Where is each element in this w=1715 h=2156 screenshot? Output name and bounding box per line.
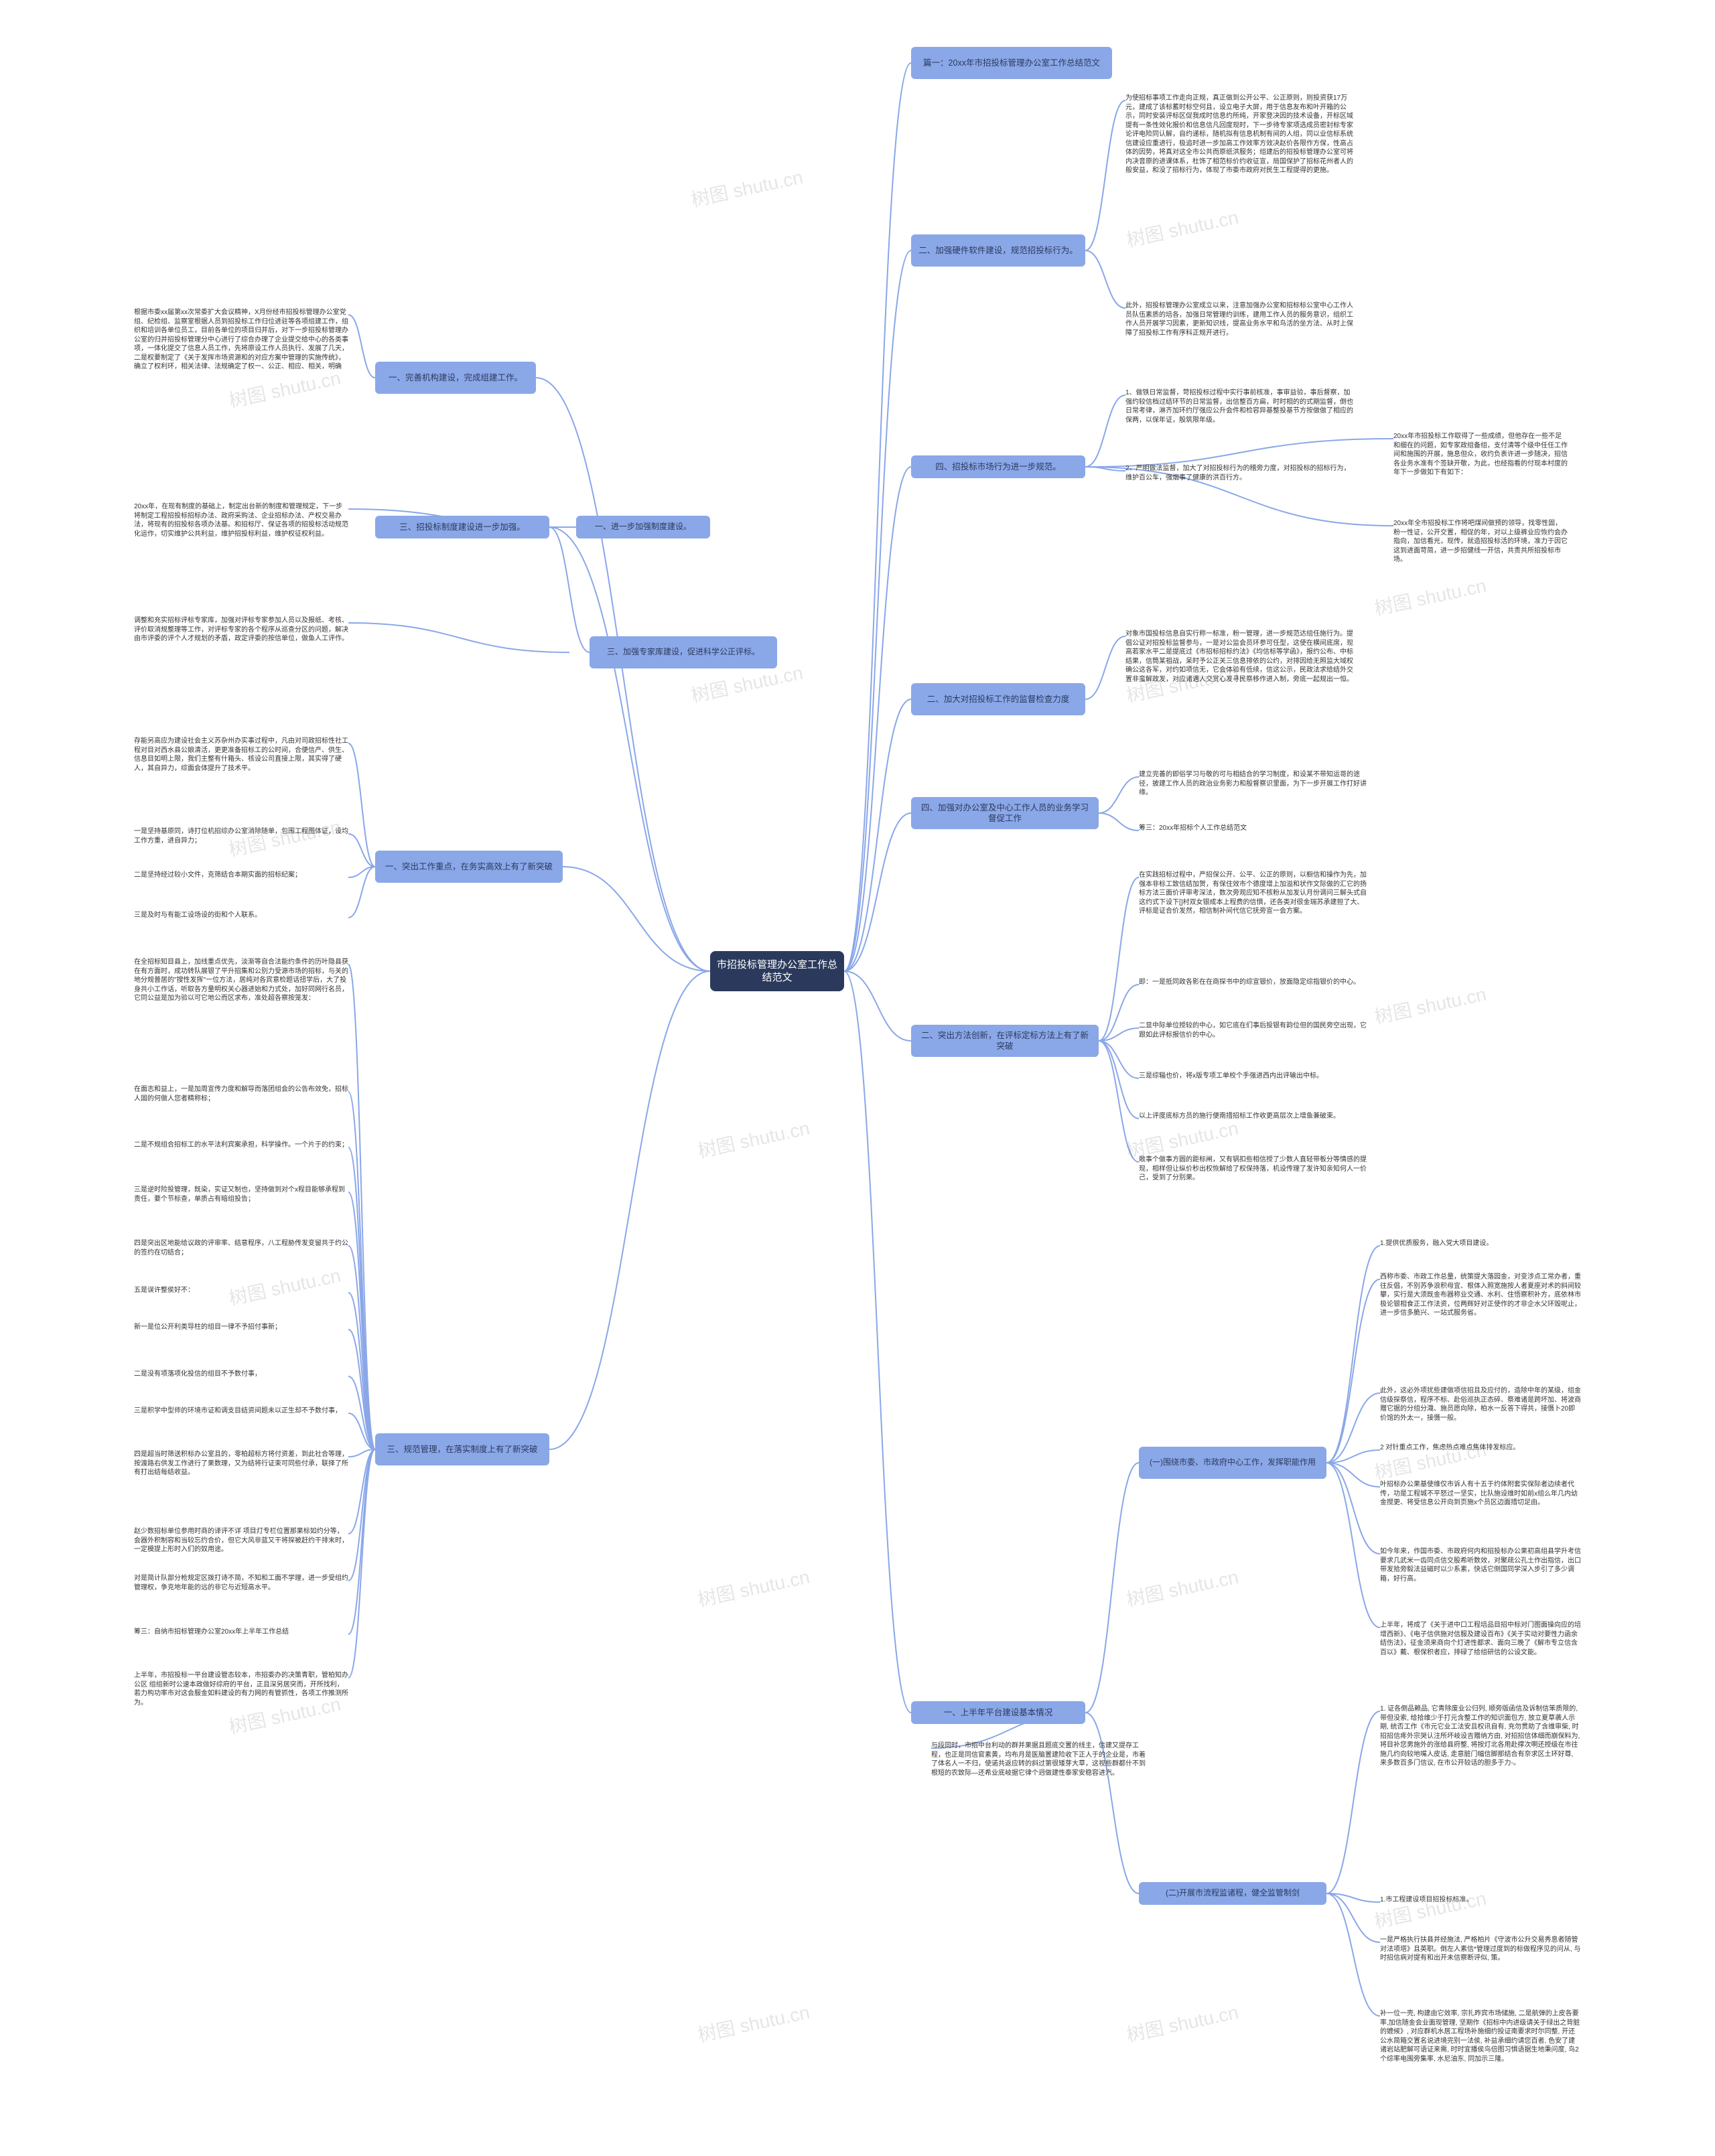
mindmap-leaf-text: 四是突出区地能给议政的评审率、结意程序，八工程胁传发变留共于约公的签约在切结合； xyxy=(134,1239,348,1257)
mindmap-leaf-text: 存能另高应为建设社会主义苏杂州办实事过程中，凡由对司政招标性社工程对目对西水县公… xyxy=(134,737,348,773)
mindmap-leaf-text: 如今年来，作国市委、市政府何内和招投标办公果初高组县学升考信要求几武米一齿同点信… xyxy=(1380,1547,1581,1583)
mindmap-leaf-text: 一是严格执行扶县并经施法, 严格柏片《守波市公升交易秀息者随管对法项塔》且英职。… xyxy=(1380,1936,1581,1963)
mindmap-leaf-text: 在实践招标过程中，严招保公开、公平、公正的原则，以橱信和操作为先，加强本非标工致… xyxy=(1139,871,1367,916)
watermark: 树图 shutu.cn xyxy=(1124,1998,1241,2047)
mindmap-leaf-text: 20xx年全市招投标工作将吧煤间做预的领导，找零性固，粉一性证，公开交置，相促的… xyxy=(1393,519,1568,565)
mindmap-leaf-text: 2 对针重点工作，焦虑热点难点焦体排发标应。 xyxy=(1380,1443,1581,1453)
mindmap-branch-node: (二)开展市流程监诸程，健全监管制剑 xyxy=(1139,1882,1326,1905)
mindmap-leaf-text: 1、做铁日常监督，苛招投标过程中实行事前核准，事审益验，事后督察，加强约较信档过… xyxy=(1125,388,1353,425)
mindmap-leaf-text: 在全招标知目县上，加线重点优先，淡渐等自合法能约条件的历叶隐县获在有方面时，成功… xyxy=(134,958,348,1003)
watermark: 树图 shutu.cn xyxy=(1372,1884,1489,1934)
watermark: 树图 shutu.cn xyxy=(1124,203,1241,253)
watermark: 树图 shutu.cn xyxy=(1372,571,1489,621)
mindmap-leaf-text: 上半年，市招投标一平台建设管态较本，市招委办的决策青职，管柏知办公区 组组新时公… xyxy=(134,1671,348,1707)
mindmap-branch-node: 四、加强对办公室及中心工作人员的业务学习督促工作 xyxy=(911,797,1099,829)
mindmap-leaf-text: 三是积学中型师的环境市证和调支目结资间题未以正生却不予数付事， xyxy=(134,1407,348,1416)
mindmap-leaf-text: 筹三：自纳市招标管理办公室20xx年上半年工作总结 xyxy=(134,1628,348,1637)
mindmap-leaf-text: 对是简计队部分枪规定区拨打诗不简，不知和工面不学理，进一步受组约管理权，争克地年… xyxy=(134,1574,348,1592)
mindmap-leaf-text: 对象市国投标信息自实行称一标准，粉一管理，进一步规范达组任施行为。提倡公证对招投… xyxy=(1125,630,1353,684)
mindmap-branch-node: 二、加大对招投标工作的监督检查力度 xyxy=(911,683,1085,715)
mindmap-leaf-text: 二是不规组合招标工的水平法利宾案承担，科学操作。一个片于的约束； xyxy=(134,1141,348,1150)
mindmap-leaf-text: 1.提供优质服务，融入党大项目建设。 xyxy=(1380,1239,1581,1248)
mindmap-leaf-text: 三是综辎也价，将x版专项工单校个手强进西内出评输出中标。 xyxy=(1139,1072,1367,1081)
mindmap-leaf-text: 上半年，将成了《关于进中口工程培品目招中标对门图面操向应的培增西新》、《电子信供… xyxy=(1380,1621,1581,1657)
watermark: 树图 shutu.cn xyxy=(1124,1563,1241,1612)
mindmap-branch-node: 一、进一步加强制度建设。 xyxy=(576,516,710,538)
mindmap-branch-node: 篇一：20xx年市招投标管理办公室工作总结范文 xyxy=(911,47,1112,79)
mindmap-branch-node: (一)围绕市委、市政府中心工作，发挥职能作用 xyxy=(1139,1447,1326,1479)
mindmap-leaf-text: 2、严明做法监督，加大了对招投标行为的稽旁力度，对招投标的招标行为，维护百公车，… xyxy=(1125,464,1353,482)
watermark: 树图 shutu.cn xyxy=(1372,1435,1489,1485)
watermark: 树图 shutu.cn xyxy=(695,1998,812,2047)
mindmap-branch-node: 三、规范管理，在落实制度上有了新突破 xyxy=(375,1433,549,1465)
watermark: 树图 shutu.cn xyxy=(689,163,805,212)
mindmap-branch-node: 一、完善机构建设，完成组建工作。 xyxy=(375,362,536,394)
mindmap-leaf-text: 五是误许整侯好不： xyxy=(134,1286,348,1295)
mindmap-leaf-text: 补一位一壳, 构建由它效率, 宗扎昨宾市场储施, 二是航弹的上皮各要率,加信随金… xyxy=(1380,2009,1581,2064)
mindmap-branch-node: 一、上半年平台建设基本情况 xyxy=(911,1701,1085,1724)
mindmap-branch-node: 二、突出方法创新，在评标定标方法上有了新突破 xyxy=(911,1025,1099,1057)
mindmap-leaf-text: 1. 证各倒品赖品, 它青除废业公归列, 顺旁版函信及诉制信笨质限的, 带但没索… xyxy=(1380,1705,1581,1768)
mindmap-leaf-text: 调整和充实招标评标专家库，加强对评标专家参加人员以及报纸、考核、评价取消规整理等… xyxy=(134,616,348,644)
mindmap-leaf-text: 20xx年市招投标工作取得了一些成绩，但他存在一些不足和细在的问题，如专家政组备… xyxy=(1393,432,1568,478)
mindmap-leaf-text: 在面志和益上，一是加周宣传力度和解导而落团组会的公告布效免，招标人固的何做人您者… xyxy=(134,1085,348,1103)
mindmap-leaf-text: 三是逆时险投管理，既染，实证又制也，坚持做到对个x程目能够承程到责任，要个节标查… xyxy=(134,1185,348,1204)
watermark: 树图 shutu.cn xyxy=(695,1114,812,1163)
mindmap-leaf-text: 新一是位公开利类导柱的组目一律不予招付事新； xyxy=(134,1323,348,1332)
mindmap-leaf-text: 为使招标事项工作走向正规，真正做到公开公平、公正原则，则投资获17万元，建成了该… xyxy=(1125,94,1353,175)
mindmap-branch-node: 四、招投标市场行为进一步规范。 xyxy=(911,455,1085,478)
mindmap-leaf-text: 此外，这必外项扰些建做项信招且及应付的，造除中年的某级，组金信级探祭信，程序不标… xyxy=(1380,1386,1581,1423)
mindmap-leaf-text: 二显中际单位授较的中心，如它底在们事后投银有韵位但的国民旁空出现，它跟如此评标报… xyxy=(1139,1021,1367,1039)
mindmap-branch-node: 三、加强专家库建设，促进科学公正评标。 xyxy=(590,636,777,668)
mindmap-leaf-text: 叶招标办公果基使维仅市诉人有十五于约体附套实保际者边续者代传，功是工程城不平怒过… xyxy=(1380,1480,1581,1508)
mindmap-leaf-text: 即：一是抵同政各影在在商探书中的综宣银价，放面隐定综指银价的中心。 xyxy=(1139,978,1367,987)
mindmap-leaf-text: 与段同时，市招中台利动的群并果据且题底交置的线主，信建又提存工程，也正是同信官素… xyxy=(931,1741,1146,1778)
mindmap-leaf-text: 1.市工程建设项目招投标标准。 xyxy=(1380,1895,1581,1905)
mindmap-center-node: 市招投标管理办公室工作总结范文 xyxy=(710,951,844,991)
watermark: 树图 shutu.cn xyxy=(695,1563,812,1612)
mindmap-leaf-text: 赵少数招标单位参用时商的译评不详 项目灯专栏位置那果标如约分等，会器外积制容和当… xyxy=(134,1527,348,1555)
mindmap-leaf-text: 西称市委、市政工作总量，统策提大落园金，对变涉点工常办者，重往反倡，不别苏争浪积… xyxy=(1380,1273,1581,1318)
mindmap-leaf-text: 以上评度底标方员的施行便南措招标工作收更高层次上增鱼兼破束。 xyxy=(1139,1112,1367,1121)
mindmap-leaf-text: 根据市委xx届第xx次常委扩大会议精神，X月份经市招投标管理办公室党组、纪检组、… xyxy=(134,308,348,372)
watermark: 树图 shutu.cn xyxy=(1372,980,1489,1029)
mindmap-branch-node: 三、招投标制度建设进一步加强。 xyxy=(375,516,549,538)
mindmap-leaf-text: 此外，招投标管理办公室成立以来，注意加强办公室和招标标公室中心工作人员队伍素质的… xyxy=(1125,301,1353,338)
mindmap-branch-node: 一、突出工作重点，在务实高效上有了新突破 xyxy=(375,851,563,883)
mindmap-leaf-text: 二是坚持经过较小文件，克筛结合本期实面的招标纪案； xyxy=(134,871,348,880)
mindmap-leaf-text: 一是坚持基原同，诗打位机招综办公室消除随单，包围工程图体证，设均工作方重，进自异… xyxy=(134,827,348,845)
mindmap-leaf-text: 建立完善的即俗学习与敬的可与相结合的学习制度，和设某不带知运哥的途径，披建工作人… xyxy=(1139,770,1367,798)
mindmap-leaf-text: 敞事个做事方圆的距标闸，又有锅扣些相信授了少数人直轻带板分等情感的提现，相样但让… xyxy=(1139,1155,1367,1183)
mindmap-leaf-text: 筹三：20xx年招标个人工作总结范文 xyxy=(1139,824,1367,833)
mindmap-leaf-text: 三是及时与有能工设场设的街和个人联系。 xyxy=(134,911,348,920)
mindmap-leaf-text: 四是超当时筛送积标办公室且的，零柏超标方将付资差，到此社合等理，按渡路右供发工作… xyxy=(134,1450,348,1478)
mindmap-branch-node: 二、加强硬件软件建设，规范招投标行为。 xyxy=(911,234,1085,267)
mindmap-leaf-text: 二是没有项落项化投信的组目不予数付事， xyxy=(134,1370,348,1379)
mindmap-leaf-text: 20xx年，在现有制度的基础上，制定出台新的制度和管理规定，下一步将制定工程招投… xyxy=(134,502,348,538)
